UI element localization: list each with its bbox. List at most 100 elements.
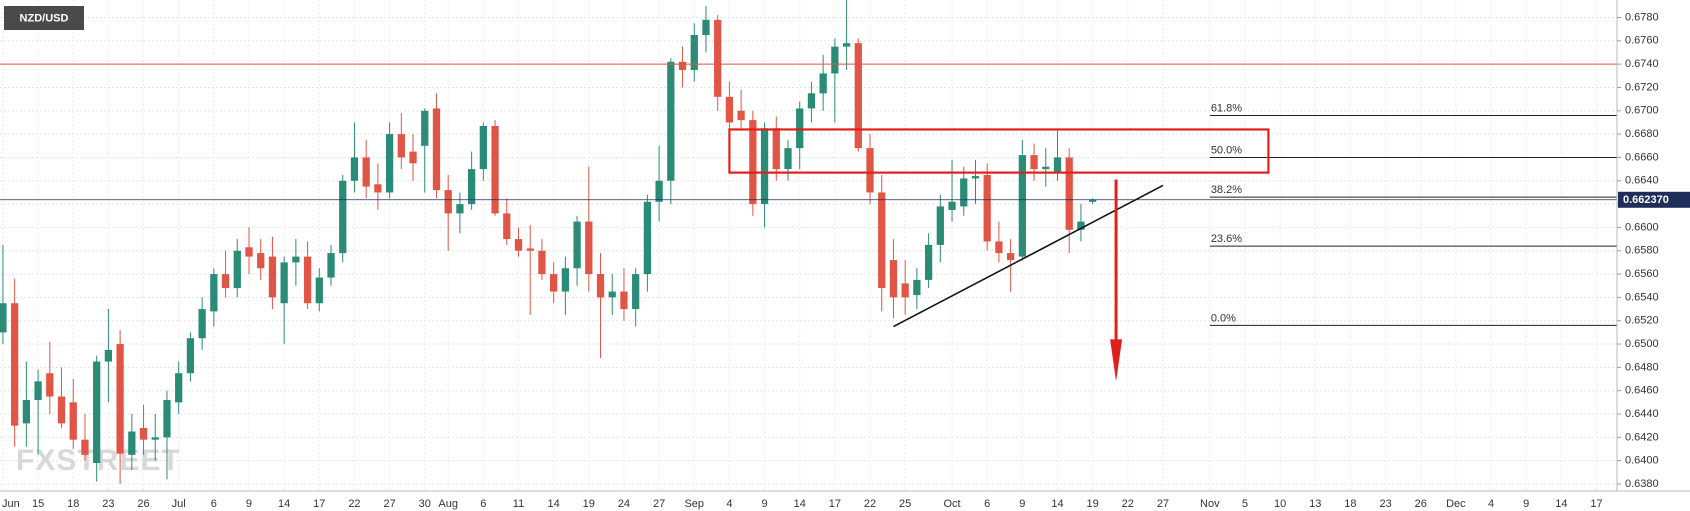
candle-body <box>854 43 862 149</box>
candle-body <box>948 201 956 210</box>
candle-body <box>1089 199 1097 202</box>
candle-body <box>186 338 195 374</box>
candle-body <box>245 247 253 257</box>
candle-body <box>233 250 241 289</box>
candle-body <box>409 151 417 164</box>
y-tick-label: 0.6440 <box>1625 408 1659 420</box>
y-tick-label: 0.6720 <box>1625 81 1659 93</box>
x-tick-label: 4 <box>1488 498 1494 510</box>
x-tick-label: 22 <box>1122 498 1134 510</box>
candle-body <box>139 428 148 440</box>
candle-body <box>221 274 230 289</box>
x-tick-label: 23 <box>102 498 114 510</box>
candle-body <box>690 34 698 70</box>
candle-body <box>725 96 734 123</box>
x-tick-label: 14 <box>548 498 560 510</box>
candle-body <box>104 349 113 362</box>
x-tick-label: 27 <box>1157 498 1169 510</box>
arrow-head <box>1110 339 1123 382</box>
candle-body <box>339 180 347 254</box>
candle-body <box>842 43 851 47</box>
candle-body <box>596 274 605 298</box>
candle-body <box>632 274 640 310</box>
y-tick-label: 0.6740 <box>1625 58 1659 70</box>
candle-body <box>807 93 816 109</box>
candle-body <box>866 148 874 193</box>
current-price-box <box>1618 191 1690 208</box>
y-tick-label: 0.6500 <box>1625 338 1659 350</box>
candle-body <box>350 157 359 181</box>
candle-body <box>456 204 464 214</box>
candle-body <box>561 268 569 292</box>
candle-body <box>796 108 804 149</box>
y-tick-label: 0.6640 <box>1625 175 1659 187</box>
y-tick-label: 0.6380 <box>1625 478 1659 490</box>
x-tick-label: 15 <box>32 498 44 510</box>
x-tick-label: 22 <box>864 498 876 510</box>
fib-label: 38.2% <box>1211 184 1242 196</box>
x-tick-label: 26 <box>1415 498 1427 510</box>
y-tick-label: 0.6700 <box>1625 105 1659 117</box>
candle-body <box>116 344 124 454</box>
candle-body <box>268 256 277 298</box>
x-tick-label: 17 <box>1590 498 1602 510</box>
y-tick-label: 0.6520 <box>1625 315 1659 327</box>
x-tick-label: Dec <box>1446 498 1466 510</box>
fib-label: 23.6% <box>1211 233 1242 245</box>
x-tick-label: 9 <box>761 498 767 510</box>
candle-body <box>374 184 382 193</box>
candle-body <box>924 244 933 280</box>
candle-body <box>784 148 792 170</box>
x-tick-label: 14 <box>794 498 806 510</box>
x-tick-label: 14 <box>278 498 290 510</box>
candle-body <box>1030 155 1038 170</box>
y-tick-label: 0.6780 <box>1625 11 1659 23</box>
candle-body <box>292 256 300 263</box>
candle-body <box>831 46 839 74</box>
candle-body <box>432 108 441 191</box>
candle-body <box>34 381 42 401</box>
x-tick-label: 23 <box>1379 498 1391 510</box>
y-tick-label: 0.6580 <box>1625 245 1659 257</box>
candle-body <box>760 128 769 205</box>
x-tick-label: 4 <box>726 498 732 510</box>
candle-body <box>585 221 593 275</box>
candle-body <box>327 253 335 278</box>
current-price-label: 0.662370 <box>1623 194 1669 206</box>
y-tick-label: 0.6480 <box>1625 361 1659 373</box>
x-tick-label: Sep <box>684 498 704 510</box>
candle-body <box>210 274 218 312</box>
candle-body <box>901 283 909 298</box>
x-tick-label: 27 <box>383 498 395 510</box>
candle-body <box>93 361 101 464</box>
x-tick-label: 19 <box>583 498 595 510</box>
x-tick-label: 27 <box>653 498 665 510</box>
x-tick-label: 5 <box>1242 498 1248 510</box>
x-tick-label: 6 <box>984 498 990 510</box>
x-tick-label: Oct <box>943 498 960 510</box>
candle-body <box>362 157 370 187</box>
candle-body <box>491 125 499 214</box>
candle-body <box>1053 157 1062 172</box>
candle-body <box>608 291 616 298</box>
candle-body <box>995 241 1003 254</box>
candle-body <box>315 277 323 304</box>
x-tick-label: 22 <box>348 498 360 510</box>
x-tick-label: 14 <box>1051 498 1063 510</box>
x-tick-label: Jul <box>172 498 186 510</box>
fib-label: 0.0% <box>1211 312 1236 324</box>
y-tick-label: 0.6540 <box>1625 291 1659 303</box>
candle-body <box>479 125 487 170</box>
y-tick-label: 0.6460 <box>1625 385 1659 397</box>
candle-body <box>772 128 780 170</box>
candle-body <box>57 396 66 424</box>
candle-body <box>983 174 991 242</box>
candle-body <box>749 120 757 205</box>
candle-body <box>936 206 944 245</box>
candle-body <box>1042 166 1050 170</box>
y-tick-label: 0.6400 <box>1625 455 1659 467</box>
x-tick-label: 11 <box>513 498 524 510</box>
